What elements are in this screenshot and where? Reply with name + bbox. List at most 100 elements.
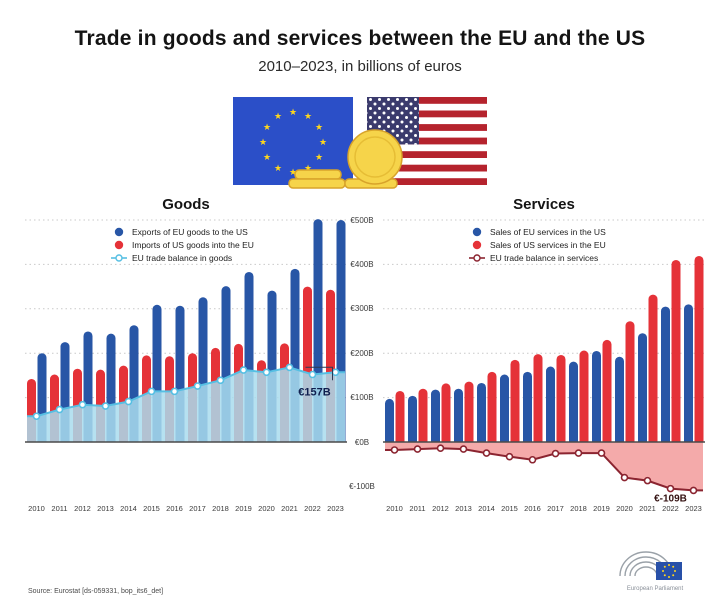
balance-marker-2016 (528, 455, 537, 464)
services-bar-2019 (592, 350, 601, 442)
year-label-2021: 2021 (281, 504, 298, 513)
balance-marker-2012 (78, 400, 87, 409)
svg-text:★: ★ (304, 111, 312, 121)
y-tick-100: €100B (350, 393, 374, 403)
balance-line (385, 447, 703, 492)
services-bar-2016 (533, 354, 543, 442)
year-label-2023: 2023 (327, 504, 344, 513)
services-bar-2019 (602, 339, 612, 442)
legend-label: Sales of EU services in the US (490, 226, 606, 237)
services-bar-2014 (487, 371, 497, 442)
balance-marker-2010 (390, 446, 399, 454)
annotation-connector (305, 366, 333, 381)
legend-dot-icon (472, 227, 482, 236)
legend-item: Sales of EU services in the US (469, 225, 606, 238)
legend-dot-icon (114, 227, 124, 236)
eu-us-flags-illustration: ★ ★ ★★ ★★ ★★ ★★ ★★ (233, 97, 487, 189)
source-note: Source: Eurostat [ds-059331, bop_its6_de… (28, 588, 164, 595)
year-label-2018: 2018 (570, 504, 587, 513)
services-bar-2012 (441, 383, 451, 442)
balance-marker-2019 (239, 366, 248, 374)
services-bar-2011 (418, 388, 428, 442)
year-label-2016: 2016 (524, 504, 541, 513)
services-bar-2015 (500, 374, 509, 442)
services-bar-2021 (648, 294, 658, 442)
goods-plot: €157B (25, 219, 347, 443)
services-bar-2018 (579, 350, 589, 442)
balance-marker-2018 (574, 449, 583, 457)
services-bar-2021 (638, 333, 647, 442)
svg-text:★: ★ (259, 137, 267, 147)
year-label-2013: 2013 (97, 504, 114, 513)
svg-text:★: ★ (289, 167, 297, 177)
year-label-2012: 2012 (432, 504, 449, 513)
goods-chart: Goods €157B Exports of EU goods to the U… (25, 196, 347, 526)
balance-marker-2015 (505, 452, 514, 461)
services-bar-2018 (569, 361, 578, 442)
services-plot: €-109B (383, 219, 705, 504)
y-tick-500: €500B (350, 215, 374, 225)
year-label-2010: 2010 (28, 504, 45, 513)
y-axis-labels: €500B €400B €300B €200B €100B €0B €-100B (341, 0, 383, 500)
svg-text:★: ★ (274, 163, 282, 173)
goods-balance-annotation: €157B (298, 386, 330, 398)
svg-text:★: ★ (263, 122, 271, 132)
services-bar-2014 (477, 382, 486, 442)
services-legend: Sales of EU services in the US Sales of U… (469, 225, 606, 264)
year-label-2015: 2015 (501, 504, 518, 513)
year-label-2020: 2020 (616, 504, 633, 513)
balance-line (27, 366, 345, 418)
services-balance-annotation: €-109B (654, 493, 687, 504)
year-label-2019: 2019 (593, 504, 610, 513)
legend-item: Sales of US services in the EU (469, 238, 606, 251)
year-label-2016: 2016 (166, 504, 183, 513)
year-label-2015: 2015 (143, 504, 160, 513)
legend-label: EU trade balance in goods (132, 252, 233, 263)
balance-area (27, 367, 345, 442)
year-label-2021: 2021 (639, 504, 656, 513)
balance-marker-2022 (308, 370, 317, 379)
balance-marker-2011 (55, 405, 64, 414)
services-bar-2017 (546, 366, 555, 442)
balance-marker-2023 (689, 486, 698, 495)
ep-logo-caption: European Parliament (627, 586, 684, 592)
year-label-2013: 2013 (455, 504, 472, 513)
year-label-2020: 2020 (258, 504, 275, 513)
services-bar-2020 (625, 321, 635, 442)
balance-marker-2022 (666, 484, 675, 493)
svg-text:★: ★ (319, 137, 327, 147)
legend-dot-icon (472, 240, 482, 249)
balance-marker-2020 (262, 368, 271, 377)
legend-item: EU trade balance in goods (111, 251, 254, 264)
balance-marker-2013 (101, 402, 110, 410)
balance-marker-2014 (482, 449, 491, 457)
balance-area (385, 442, 703, 491)
services-bar-2010 (385, 398, 394, 442)
legend-label: Imports of US goods into the EU (132, 239, 254, 250)
svg-text:★: ★ (315, 152, 323, 162)
page-title: Trade in goods and services between the … (74, 27, 646, 50)
year-label-2012: 2012 (74, 504, 91, 513)
balance-marker-2010 (32, 412, 41, 421)
legend-dot-icon (114, 240, 124, 249)
services-bar-2013 (464, 381, 474, 442)
services-bar-2022 (661, 306, 670, 442)
legend-item: Imports of US goods into the EU (111, 238, 254, 251)
y-tick-0: €0B (354, 437, 370, 447)
svg-text:★: ★ (304, 163, 312, 173)
coins-icon (288, 129, 403, 189)
year-label-2010: 2010 (386, 504, 403, 513)
year-label-2023: 2023 (685, 504, 702, 513)
ep-flag-icon (656, 562, 682, 580)
year-label-2017: 2017 (189, 504, 206, 513)
balance-marker-2011 (413, 445, 422, 453)
balance-marker-2013 (459, 445, 468, 453)
services-bar-2012 (431, 389, 440, 442)
services-chart-title: Services (513, 196, 575, 213)
page-subtitle: 2010–2023, in billions of euros (258, 58, 462, 75)
european-parliament-logo: European Parliament (619, 551, 684, 592)
balance-marker-2012 (436, 444, 445, 453)
goods-x-axis: 2010 2011 2012 2013 2014 2015 2016 2017 2018 2019… (25, 504, 347, 516)
balance-marker-2017 (551, 449, 560, 458)
year-label-2022: 2022 (662, 504, 679, 513)
